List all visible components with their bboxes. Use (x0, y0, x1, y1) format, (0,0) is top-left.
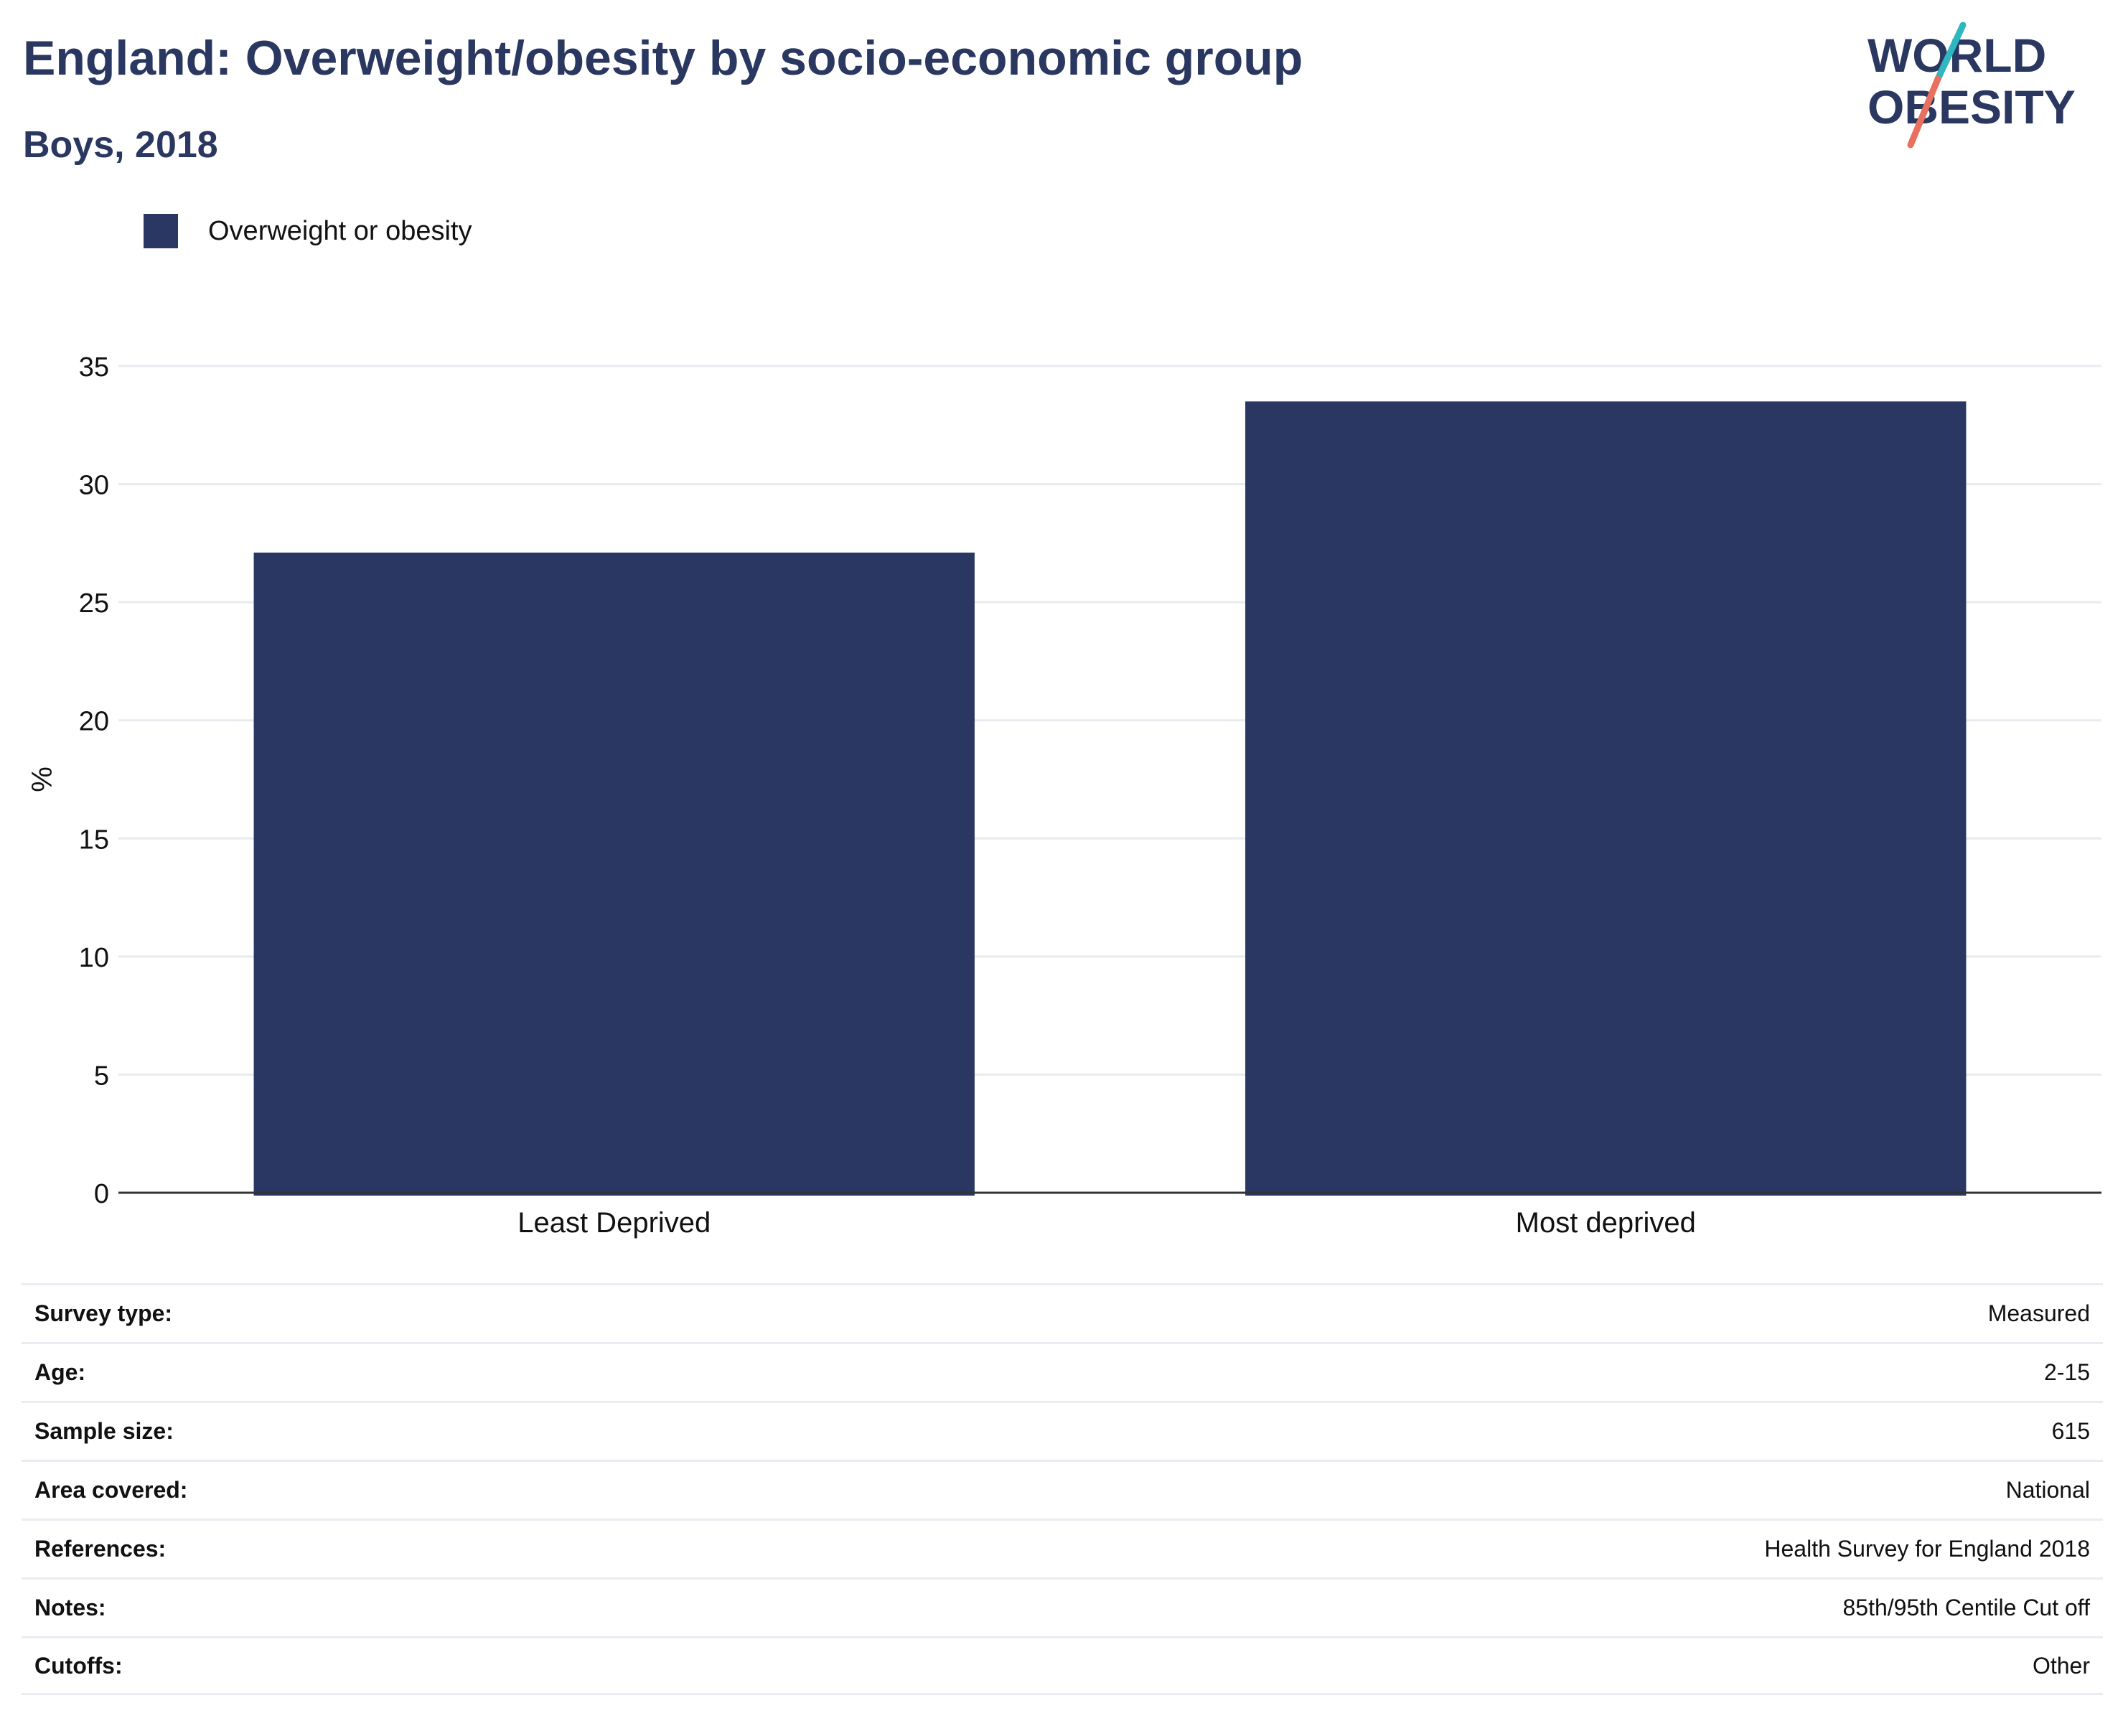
y-axis-ticks: 0 5 10 15 20 25 30 35 (79, 352, 109, 1209)
bar-most-deprived[interactable] (1245, 401, 1967, 1196)
bars (253, 401, 1967, 1196)
logo-slash-coral (1907, 75, 1941, 149)
metadata-row: Sample size: 615 (22, 1401, 2103, 1460)
metadata-value: Measured (1987, 1300, 2090, 1326)
x-tick-label: Most deprived (1516, 1207, 1696, 1239)
metadata-row: Area covered: National (22, 1460, 2103, 1519)
y-tick-label: 5 (94, 1061, 109, 1091)
logo-line2: OBESITY (1867, 80, 2076, 133)
metadata-label: Cutoffs: (34, 1652, 123, 1679)
metadata-label: References: (34, 1536, 167, 1562)
metadata-value: 85th/95th Centile Cut off (1842, 1595, 2090, 1620)
metadata-value: Other (2032, 1652, 2090, 1679)
chart-subtitle: Boys, 2018 (23, 124, 218, 166)
chart-title: England: Overweight/obesity by socio-eco… (23, 31, 1303, 85)
x-tick-label: Least Deprived (517, 1207, 711, 1239)
legend-label: Overweight or obesity (208, 215, 472, 246)
metadata-table: Survey type: Measured Age: 2-15 Sample size:… (22, 1283, 2103, 1695)
metadata-row: Survey type: Measured (22, 1283, 2103, 1342)
metadata-label: Area covered: (34, 1477, 188, 1503)
chart-legend[interactable]: Overweight or obesity (144, 212, 472, 250)
metadata-label: Survey type: (34, 1300, 173, 1326)
y-tick-label: 20 (79, 707, 109, 737)
metadata-row: Cutoffs: Other (22, 1636, 2103, 1695)
y-tick-label: 30 (79, 471, 109, 501)
metadata-row: Age: 2-15 (22, 1342, 2103, 1401)
y-axis-label: % (27, 766, 58, 792)
y-tick-label: 15 (79, 825, 109, 855)
world-obesity-logo: WORLD OBESITY (1867, 22, 2076, 149)
bar-least-deprived[interactable] (253, 553, 975, 1196)
metadata-label: Sample size: (34, 1418, 174, 1444)
metadata-value: Health Survey for England 2018 (1764, 1536, 2090, 1562)
metadata-value: 615 (2051, 1418, 2090, 1444)
y-tick-label: 25 (79, 588, 109, 619)
y-tick-label: 10 (79, 943, 109, 973)
y-tick-label: 0 (94, 1179, 109, 1209)
metadata-row: Notes: 85th/95th Centile Cut off (22, 1577, 2103, 1636)
metadata-label: Age: (34, 1359, 86, 1385)
metadata-value: 2-15 (2043, 1359, 2090, 1385)
metadata-row: References: Health Survey for England 201… (22, 1519, 2103, 1577)
logo-slash-teal (1934, 22, 1967, 83)
metadata-value: National (2005, 1477, 2090, 1503)
x-axis-ticks: Least Deprived Most deprived (517, 1207, 1696, 1239)
legend-swatch (144, 214, 178, 248)
metadata-label: Notes: (34, 1595, 106, 1620)
bar-chart: 0 5 10 15 20 25 30 35 Least Deprived Most depriv… (27, 352, 2101, 1239)
y-tick-label: 35 (79, 352, 109, 383)
